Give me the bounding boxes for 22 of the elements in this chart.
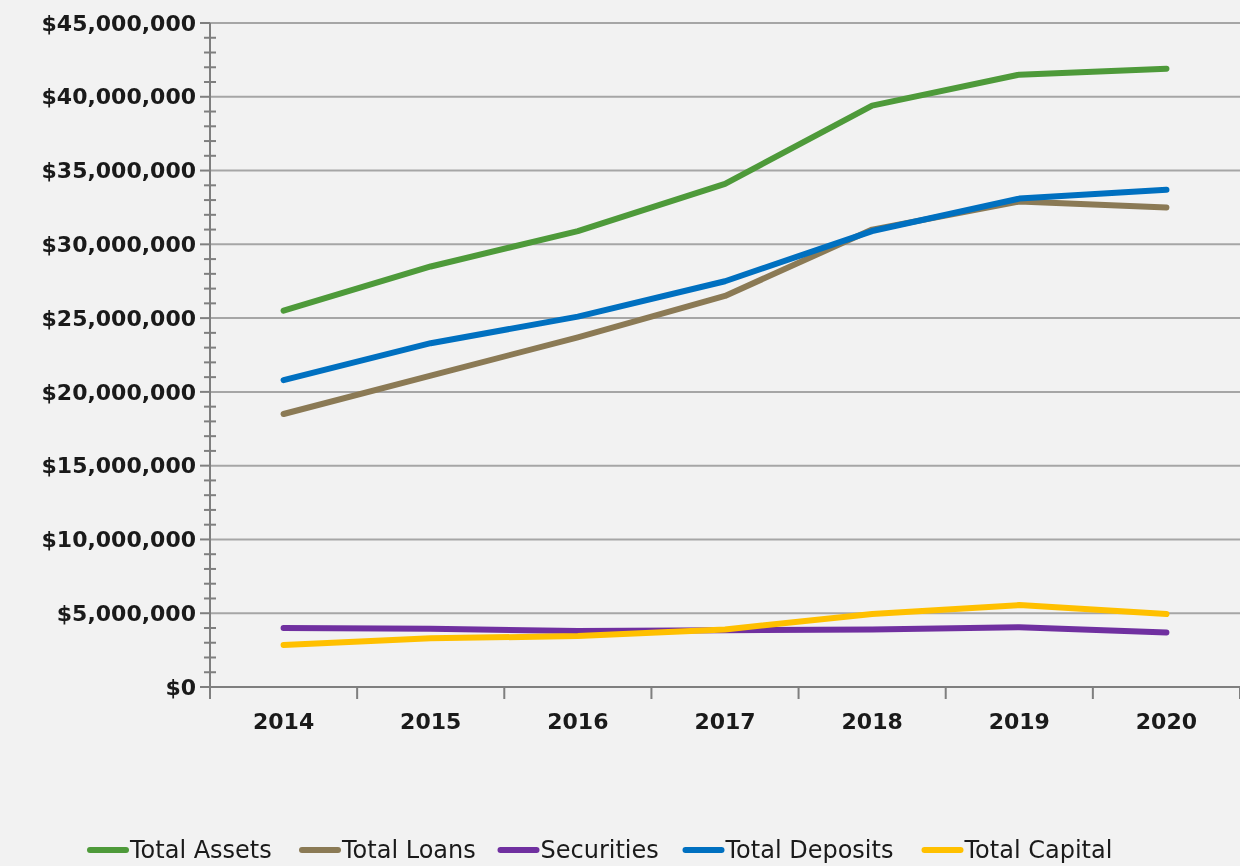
x-tick-label: 2014 — [252, 709, 315, 734]
x-tick-label: 2020 — [1135, 709, 1198, 734]
y-tick-label: $30,000,000 — [41, 232, 196, 258]
legend-label: Securities — [540, 836, 659, 865]
x-tick-label: 2016 — [547, 709, 609, 734]
y-tick-label: $10,000,000 — [41, 527, 196, 553]
legend-label: Total Deposits — [724, 836, 894, 865]
y-tick-label: $45,000,000 — [41, 10, 196, 36]
x-tick-label: 2019 — [988, 709, 1050, 734]
y-tick-label: $40,000,000 — [41, 84, 196, 110]
legend-label: Total Assets — [129, 836, 272, 865]
y-tick-label: $5,000,000 — [56, 600, 196, 626]
legend-label: Total Capital — [963, 836, 1113, 865]
legend-label: Total Loans — [341, 836, 476, 865]
y-tick-label: $20,000,000 — [41, 379, 196, 405]
y-tick-label: $15,000,000 — [41, 453, 196, 479]
x-tick-label: 2018 — [841, 709, 903, 734]
y-tick-label: $35,000,000 — [41, 158, 196, 184]
x-tick-label: 2015 — [400, 709, 462, 734]
y-tick-label: $0 — [165, 674, 196, 700]
x-tick-label: 2017 — [694, 709, 756, 734]
y-tick-label: $25,000,000 — [41, 305, 196, 331]
